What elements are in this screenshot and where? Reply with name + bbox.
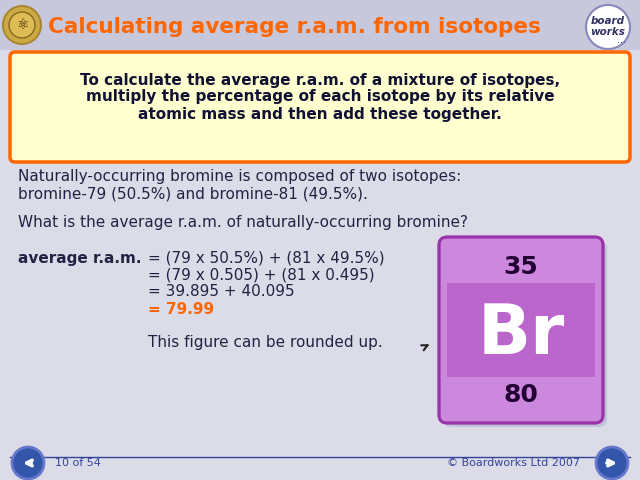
Text: board: board — [591, 16, 625, 26]
Circle shape — [12, 447, 44, 479]
FancyBboxPatch shape — [447, 283, 595, 377]
Circle shape — [3, 6, 41, 44]
Text: What is the average r.a.m. of naturally-occurring bromine?: What is the average r.a.m. of naturally-… — [18, 215, 468, 229]
Text: This figure can be rounded up.: This figure can be rounded up. — [148, 336, 383, 350]
FancyBboxPatch shape — [10, 52, 630, 162]
FancyBboxPatch shape — [0, 0, 640, 50]
Text: Calculating average r.a.m. from isotopes: Calculating average r.a.m. from isotopes — [48, 17, 541, 37]
Text: = (79 x 50.5%) + (81 x 49.5%): = (79 x 50.5%) + (81 x 49.5%) — [148, 251, 385, 265]
Text: To calculate the average r.a.m. of a mixture of isotopes,: To calculate the average r.a.m. of a mix… — [80, 72, 560, 87]
Text: = (79 x 0.505) + (81 x 0.495): = (79 x 0.505) + (81 x 0.495) — [148, 267, 374, 283]
Text: 80: 80 — [504, 383, 538, 407]
Text: ...: ... — [618, 35, 627, 45]
Circle shape — [596, 447, 628, 479]
Text: average r.a.m.: average r.a.m. — [18, 251, 141, 265]
Text: ⚛: ⚛ — [16, 18, 28, 32]
Text: 10 of 54: 10 of 54 — [55, 458, 101, 468]
Text: Naturally-occurring bromine is composed of two isotopes:: Naturally-occurring bromine is composed … — [18, 169, 461, 184]
Text: works: works — [591, 27, 625, 37]
Text: bromine-79 (50.5%) and bromine-81 (49.5%).: bromine-79 (50.5%) and bromine-81 (49.5%… — [18, 187, 368, 202]
Circle shape — [586, 5, 630, 49]
Text: atomic mass and then add these together.: atomic mass and then add these together. — [138, 107, 502, 121]
FancyBboxPatch shape — [439, 237, 603, 423]
Text: = 39.895 + 40.095: = 39.895 + 40.095 — [148, 285, 294, 300]
Text: 35: 35 — [504, 255, 538, 279]
Circle shape — [9, 12, 35, 38]
Text: © Boardworks Ltd 2007: © Boardworks Ltd 2007 — [447, 458, 580, 468]
Text: multiply the percentage of each isotope by its relative: multiply the percentage of each isotope … — [86, 89, 554, 105]
Text: = 79.99: = 79.99 — [148, 301, 214, 316]
Text: Br: Br — [477, 301, 564, 369]
FancyBboxPatch shape — [443, 241, 607, 427]
